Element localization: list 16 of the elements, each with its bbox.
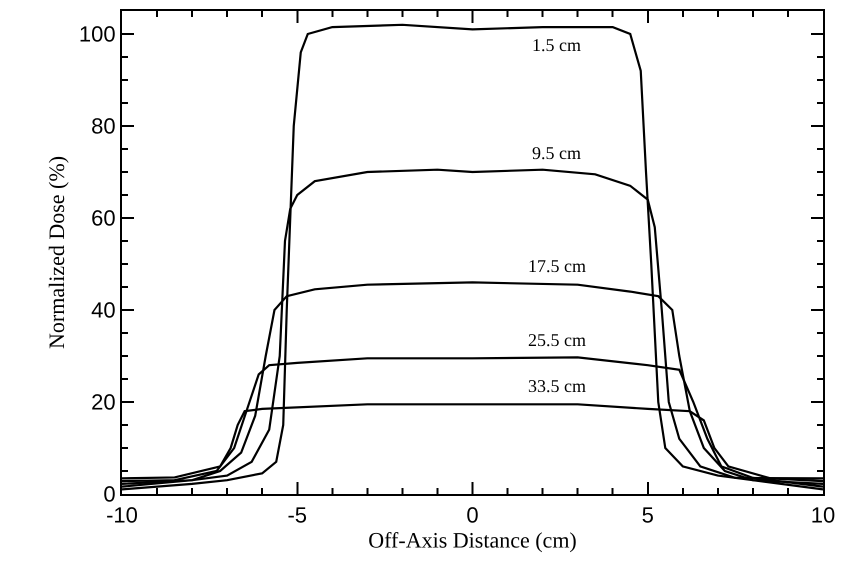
series-label: 17.5 cm [528, 256, 586, 276]
series-label: 33.5 cm [528, 376, 586, 396]
x-tick-label: 5 [642, 502, 654, 528]
legend-label: 1.5 cm [532, 35, 581, 55]
series-label: 25.5 cm [528, 330, 586, 350]
y-tick-label: 100 [78, 22, 116, 47]
y-tick-label: 20 [91, 390, 116, 415]
y-tick-label: 40 [91, 298, 116, 323]
y-tick-label: 80 [91, 114, 116, 139]
x-tick-label: 0 [466, 502, 479, 528]
x-axis-title: Off-Axis Distance (cm) [368, 527, 577, 552]
x-tick-label: -5 [287, 502, 308, 528]
x-tick-label: 10 [810, 502, 836, 528]
y-axis-title: Normalized Dose (%) [44, 156, 70, 350]
series-label: 9.5 cm [532, 143, 581, 163]
y-tick-label: 60 [91, 206, 116, 231]
